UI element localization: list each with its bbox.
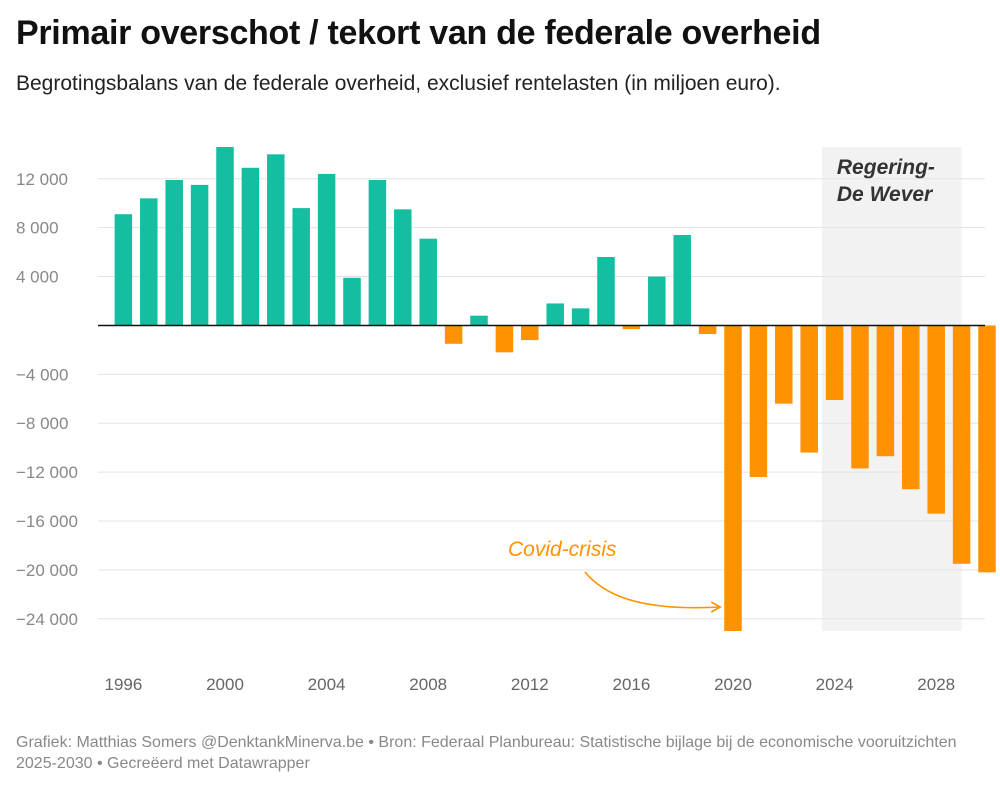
axes: 12 000 8 000 4 000 −4 000 −8 000 −12 000 −16 0… bbox=[16, 170, 985, 694]
bar-2004 bbox=[317, 173, 336, 326]
bar-2029 bbox=[952, 325, 971, 564]
bar-2013 bbox=[546, 303, 564, 326]
bar-2022 bbox=[775, 325, 793, 404]
x-tick-label: 2024 bbox=[816, 675, 854, 694]
y-tick-label: −20 000 bbox=[16, 561, 78, 580]
bar-chart: Regering- De Wever 12 000 8 000 4 000 −4 000… bbox=[16, 147, 996, 694]
bar-1996 bbox=[114, 214, 133, 326]
y-tick-label: 8 000 bbox=[16, 219, 59, 238]
x-tick-label: 2020 bbox=[714, 675, 752, 694]
y-tick-label: −16 000 bbox=[16, 512, 78, 531]
chart-subtitle: Begrotingsbalans van de federale overhei… bbox=[16, 72, 781, 95]
bar-2003 bbox=[292, 208, 310, 326]
bar-2021 bbox=[749, 325, 768, 477]
x-tick-label: 1996 bbox=[104, 675, 142, 694]
bar-2023 bbox=[800, 325, 818, 453]
annotations: Covid-crisis bbox=[508, 538, 722, 613]
bar-2017 bbox=[648, 276, 666, 326]
bar-2020 bbox=[724, 325, 742, 631]
bar-2011 bbox=[495, 325, 514, 353]
bar-2030 bbox=[978, 325, 996, 573]
chart-title: Primair overschot / tekort van de federa… bbox=[16, 14, 821, 52]
x-tick-label: 2004 bbox=[308, 675, 346, 694]
covid-annotation-arrow bbox=[584, 571, 721, 609]
bar-2027 bbox=[902, 325, 920, 490]
covid-annotation-arrowhead bbox=[710, 601, 722, 613]
bar-2025 bbox=[851, 325, 869, 469]
bar-2010 bbox=[470, 315, 488, 326]
x-tick-label: 2016 bbox=[612, 675, 650, 694]
bar-1997 bbox=[140, 198, 158, 326]
bar-2015 bbox=[597, 257, 615, 326]
x-tick-label: 2012 bbox=[511, 675, 549, 694]
y-tick-label: −8 000 bbox=[16, 414, 68, 433]
bar-2005 bbox=[343, 277, 361, 326]
bar-2009 bbox=[444, 325, 463, 344]
bar-2008 bbox=[419, 238, 437, 326]
bar-1998 bbox=[165, 180, 183, 326]
bar-2026 bbox=[876, 325, 895, 457]
bars bbox=[114, 147, 996, 631]
y-tick-label: −4 000 bbox=[16, 365, 68, 384]
highlight-region-label-line1: Regering- bbox=[837, 156, 935, 179]
chart-footer: Grafiek: Matthias Somers @DenktankMinerv… bbox=[16, 734, 957, 772]
bar-1999 bbox=[190, 184, 209, 326]
bar-2000 bbox=[216, 147, 234, 326]
bar-2012 bbox=[521, 325, 539, 341]
y-tick-label: −24 000 bbox=[16, 610, 78, 629]
x-tick-label: 2028 bbox=[917, 675, 955, 694]
bar-2018 bbox=[673, 235, 691, 326]
bar-2006 bbox=[368, 180, 387, 326]
bar-2002 bbox=[267, 154, 285, 326]
highlight-region-label-line2: De Wever bbox=[837, 183, 934, 206]
y-tick-label: 4 000 bbox=[16, 268, 59, 287]
x-tick-label: 2000 bbox=[206, 675, 244, 694]
y-tick-label: −12 000 bbox=[16, 463, 78, 482]
bar-2028 bbox=[927, 325, 945, 514]
y-tick-label: 12 000 bbox=[16, 170, 68, 189]
bar-2001 bbox=[241, 167, 260, 326]
bar-2016 bbox=[622, 325, 641, 330]
bar-2019 bbox=[698, 325, 717, 334]
bar-2007 bbox=[394, 209, 412, 326]
bar-2024 bbox=[825, 325, 844, 400]
chart-area: Regering- De Wever 12 000 8 000 4 000 −4 000… bbox=[0, 120, 1000, 720]
covid-annotation-label: Covid-crisis bbox=[508, 538, 617, 561]
bar-2014 bbox=[571, 308, 590, 326]
x-tick-label: 2008 bbox=[409, 675, 447, 694]
